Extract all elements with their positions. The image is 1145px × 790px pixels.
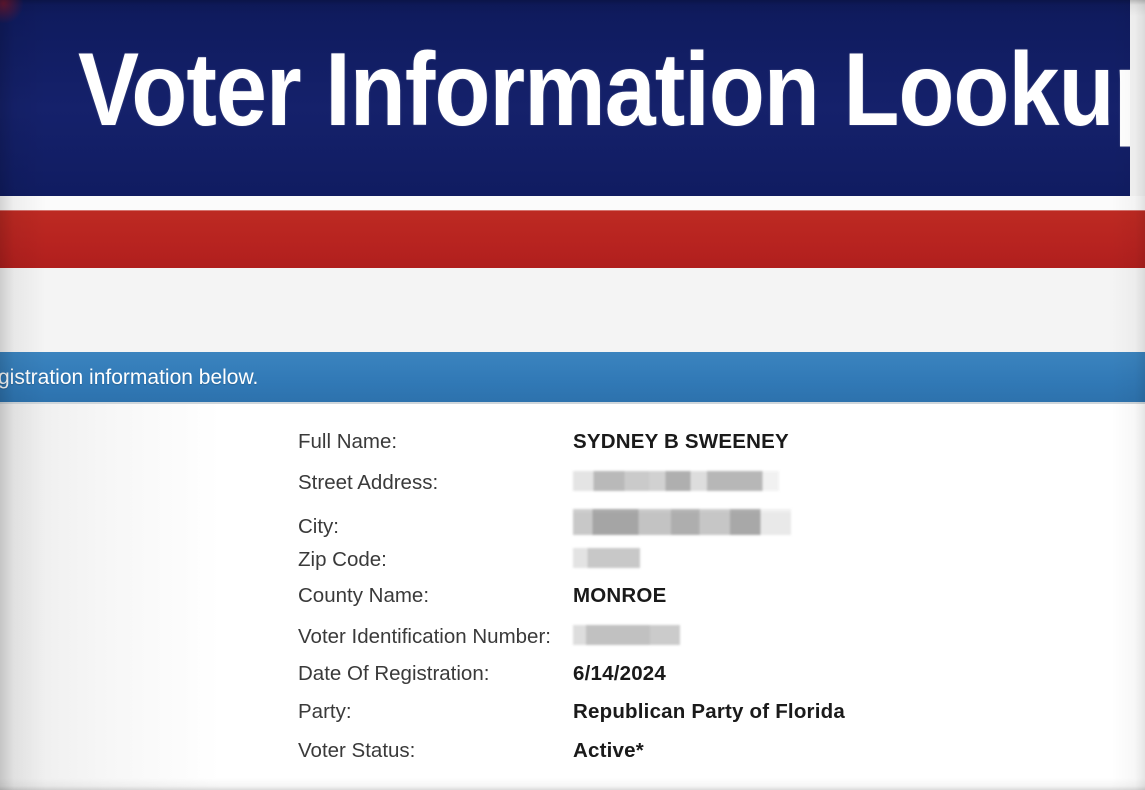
detail-row-label: Party:	[298, 700, 352, 724]
detail-row: Zip Code:	[298, 546, 1038, 585]
detail-row: Street Address:	[298, 469, 1038, 508]
detail-row-label: Date Of Registration:	[298, 661, 490, 685]
content-spacer	[0, 268, 1145, 352]
info-bar-text: gistration information below.	[0, 365, 259, 389]
detail-row: County Name: MONROE	[298, 584, 1038, 623]
detail-row-value: SYDNEY B SWEENEY	[573, 430, 789, 453]
banner-divider	[0, 196, 1145, 210]
detail-row-value: Republican Party of Florida	[573, 700, 845, 724]
detail-row: City:	[298, 507, 1038, 546]
redacted-value-block	[573, 470, 779, 491]
redacted-value-block	[573, 624, 680, 645]
detail-row-label: Street Address:	[298, 470, 439, 494]
detail-row: Full Name: SYDNEY B SWEENEY	[298, 430, 1038, 469]
detail-row-value: MONROE	[573, 584, 667, 608]
red-accent-stripe	[0, 210, 1145, 268]
detail-row-label: Voter Identification Number:	[298, 624, 551, 648]
info-bar: gistration information below.	[0, 352, 1145, 404]
site-banner: Voter Information Lookup	[0, 0, 1130, 196]
detail-row-label: County Name:	[298, 584, 430, 608]
detail-row-label: Full Name:	[298, 430, 398, 453]
redacted-value-block	[573, 509, 791, 536]
detail-row: Voter Status: Active*	[298, 739, 1038, 778]
redacted-value-block	[573, 547, 640, 568]
page-title: Voter Information Lookup	[78, 32, 1130, 148]
detail-row: Date Of Registration: 6/14/2024	[298, 662, 1038, 701]
detail-row-value: 6/14/2024	[573, 661, 666, 685]
detail-row-label: Voter Status:	[298, 738, 416, 762]
detail-row-label: City:	[298, 515, 339, 539]
voter-details-list: Full Name: SYDNEY B SWEENEY Street Address…	[298, 430, 1038, 777]
voter-details-panel: Full Name: SYDNEY B SWEENEY Street Address…	[0, 404, 1145, 790]
detail-row-value: Active*	[573, 738, 644, 762]
detail-row-label: Zip Code:	[298, 547, 387, 571]
detail-row: Party: Republican Party of Florida	[298, 700, 1038, 739]
detail-row: Voter Identification Number:	[298, 623, 1038, 662]
